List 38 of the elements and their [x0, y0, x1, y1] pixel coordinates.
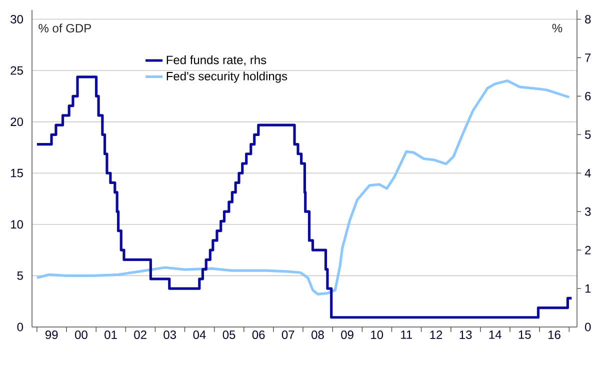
x-tick-label: 16	[548, 330, 560, 340]
x-tick-label: 07	[282, 330, 294, 340]
x-tick-label: 04	[193, 330, 206, 340]
y2-tick-label: 0	[585, 322, 591, 332]
x-tick-label: 02	[134, 330, 146, 340]
legend-label: Fed's security holdings	[166, 72, 288, 83]
y2-tick-label: 4	[584, 168, 591, 178]
x-tick-label: 11	[401, 330, 412, 339]
x-tick-label: 99	[45, 330, 58, 340]
x-tick-label: 08	[312, 330, 324, 340]
x-tick-label: 12	[430, 330, 442, 339]
x-tick-label: 00	[75, 330, 88, 340]
x-tick-label: 05	[222, 330, 236, 340]
y2-tick-label: 6	[585, 92, 591, 100]
y2-tick-label: 2	[585, 246, 591, 254]
x-tick-label: 14	[489, 330, 502, 339]
y-tick-label: 25	[10, 66, 23, 75]
y-tick-label: 20	[10, 118, 24, 126]
x-tick-label: 01	[104, 330, 117, 340]
y2-axis-title: %	[552, 24, 562, 32]
x-tick-label: 15	[518, 330, 531, 339]
y-tick-label: 30	[10, 14, 24, 24]
x-tick-label: 13	[460, 330, 472, 340]
x-tick-label: 06	[252, 330, 265, 340]
y-tick-label: 0	[17, 322, 24, 332]
y2-tick-label: 1	[585, 284, 591, 293]
x-tick-label: 03	[164, 330, 176, 340]
y-axis-title: % of GDP	[38, 24, 91, 32]
y2-tick-label: 8	[585, 14, 591, 24]
y-tick-label: 15	[11, 168, 23, 178]
legend-label: Fed funds rate, rhs	[166, 55, 266, 66]
y-tick-label: 5	[17, 272, 23, 280]
y2-tick-label: 7	[585, 54, 591, 62]
y2-tick-label: 3	[584, 207, 591, 216]
y-tick-label: 10	[11, 220, 24, 229]
x-tick-label: 10	[371, 330, 384, 340]
y2-tick-label: 5	[585, 130, 591, 139]
x-tick-label: 09	[341, 330, 354, 340]
